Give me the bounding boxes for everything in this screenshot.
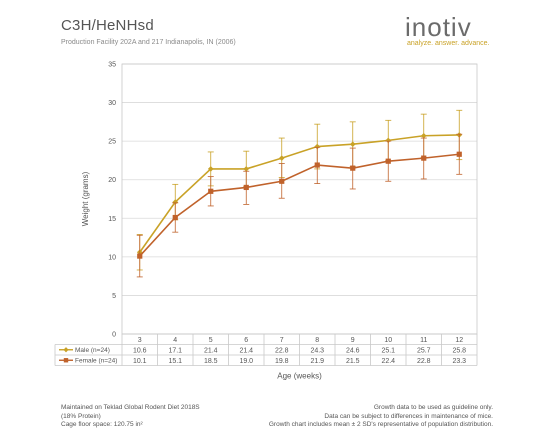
data-point-male — [243, 166, 250, 172]
x-tick-label: 10 — [384, 337, 392, 344]
table-value: 17.1 — [168, 347, 182, 354]
x-tick-label: 3 — [138, 337, 142, 344]
y-tick-label: 0 — [112, 332, 116, 339]
data-point-male — [385, 137, 392, 144]
table-value: 22.8 — [417, 358, 431, 365]
footer-protein-line: (18% Protein) — [61, 412, 101, 420]
x-tick-label: 7 — [280, 337, 284, 344]
chart-title: C3H/HeNHsd — [61, 17, 154, 34]
data-point-female — [279, 178, 285, 184]
data-point-female — [314, 162, 320, 168]
data-point-male — [207, 166, 214, 172]
y-tick-label: 5 — [112, 293, 116, 300]
chart-subtitle: Production Facility 202A and 217 Indiana… — [61, 39, 236, 46]
y-tick-label: 25 — [108, 139, 116, 146]
table-value: 21.5 — [346, 358, 360, 365]
logo-tagline: analyze. answer. advance. — [407, 40, 490, 47]
legend-marker-male — [63, 347, 69, 353]
data-point-female — [172, 214, 178, 221]
table-value: 24.6 — [346, 347, 360, 354]
table-value: 25.7 — [417, 347, 431, 354]
table-value: 21.4 — [204, 347, 218, 354]
data-point-female — [456, 151, 462, 157]
table-value: 15.1 — [168, 358, 182, 365]
footer-diet-line: Maintained on Teklad Global Rodent Diet … — [61, 404, 200, 411]
inotiv-logo: inotiv analyze. answer. advance. — [405, 14, 495, 48]
data-point-male — [420, 132, 427, 139]
data-point-male — [172, 199, 179, 205]
footer-disclaimer: Growth data to be used as guideline only… — [269, 404, 493, 430]
x-tick-label: 8 — [315, 337, 319, 344]
series-line — [139, 153, 460, 257]
legend-label: Male (n=24) — [75, 347, 110, 354]
table-value: 21.4 — [239, 347, 253, 354]
data-point-female — [137, 253, 143, 259]
table-value: 18.5 — [204, 358, 218, 365]
logo-wordmark: inotiv — [405, 12, 472, 42]
data-point-female — [208, 188, 214, 194]
y-tick-label: 30 — [108, 100, 116, 107]
data-point-female — [385, 158, 391, 164]
table-value: 10.1 — [133, 358, 147, 365]
x-tick-label: 6 — [244, 337, 248, 344]
x-tick-label: 5 — [209, 337, 213, 344]
table-value: 24.3 — [310, 347, 324, 354]
x-axis-label: Age (weeks) — [277, 372, 322, 381]
footer-diet-info: Maintained on Teklad Global Rodent Diet … — [61, 404, 200, 430]
table-value: 21.9 — [310, 358, 324, 365]
data-point-female — [350, 165, 356, 171]
y-tick-label: 20 — [108, 177, 116, 184]
table-value: 23.3 — [452, 358, 466, 365]
x-tick-label: 11 — [420, 337, 427, 344]
x-tick-label: 9 — [351, 337, 355, 344]
y-axis-label: Weight (grams) — [81, 171, 90, 226]
y-tick-label: 15 — [108, 216, 116, 223]
x-tick-label: 12 — [455, 337, 463, 344]
data-point-female — [243, 184, 249, 191]
x-tick-label: 4 — [173, 337, 177, 344]
series-line — [139, 134, 460, 253]
footer-maintenance-line: Data can be subject to differences in ma… — [324, 412, 493, 420]
table-value: 25.8 — [452, 347, 466, 354]
y-tick-label: 10 — [108, 254, 116, 261]
table-value: 25.1 — [381, 347, 395, 354]
legend-marker-female — [63, 358, 69, 363]
footer-guideline-line: Growth data to be used as guideline only… — [373, 404, 493, 411]
footer-cage-line: Cage floor space: 120.75 in² — [61, 421, 143, 428]
table-value: 19.0 — [239, 358, 253, 365]
table-value: 22.4 — [381, 358, 395, 365]
data-point-male — [314, 143, 321, 150]
table-value: 10.6 — [133, 347, 147, 354]
table-value: 22.8 — [275, 347, 289, 354]
data-point-male — [349, 141, 356, 148]
table-value: 19.8 — [275, 358, 289, 365]
data-point-female — [421, 155, 427, 161]
legend-label: Female (n=24) — [75, 358, 117, 365]
footer-sd-line: Growth chart includes mean ± 2 SD's repr… — [268, 421, 493, 428]
data-point-male — [278, 155, 285, 161]
y-tick-label: 35 — [108, 62, 116, 69]
